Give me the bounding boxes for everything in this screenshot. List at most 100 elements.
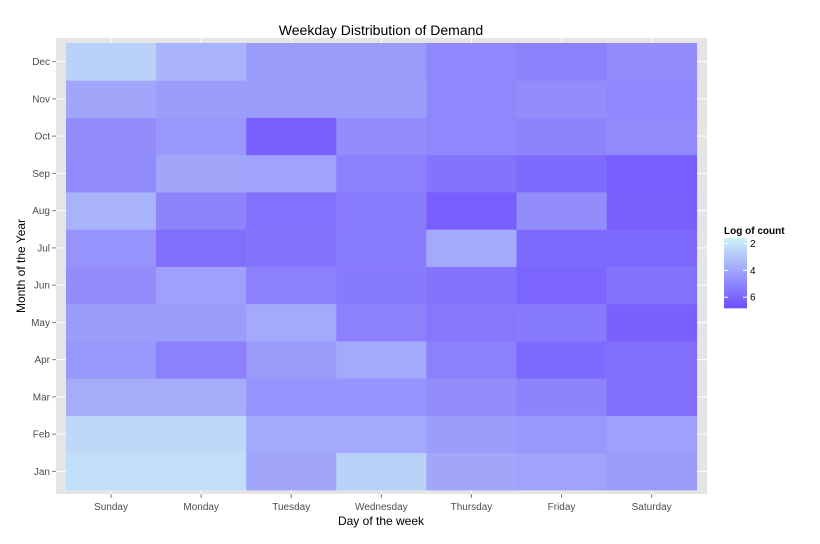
y-tick-label: Nov bbox=[32, 94, 50, 105]
heatmap-cell bbox=[156, 192, 247, 230]
heatmap-cell bbox=[606, 378, 698, 416]
legend-gradient-step bbox=[724, 243, 747, 246]
heatmap-cell bbox=[516, 378, 607, 416]
heatmap-cell bbox=[156, 117, 247, 156]
legend-gradient-step bbox=[724, 276, 747, 279]
heatmap-cell bbox=[246, 117, 337, 156]
heatmap-cell bbox=[336, 154, 427, 193]
heatmap-cell bbox=[66, 415, 157, 454]
legend-gradient-step bbox=[724, 253, 747, 256]
heatmap-cell bbox=[516, 452, 607, 491]
heatmap-cell bbox=[246, 80, 337, 118]
legend-gradient-step bbox=[724, 278, 747, 281]
heatmap-cell bbox=[426, 415, 517, 454]
legend-gradient-step bbox=[724, 260, 747, 263]
y-tick-label: Sep bbox=[32, 169, 50, 180]
legend-gradient-step bbox=[724, 257, 747, 260]
legend-gradient-step bbox=[724, 248, 747, 251]
heatmap-cell bbox=[156, 378, 247, 416]
legend-gradient-step bbox=[724, 274, 747, 277]
legend-tick-label: 4 bbox=[750, 266, 756, 277]
legend-gradient-step bbox=[724, 304, 747, 307]
legend-gradient-step bbox=[724, 280, 747, 283]
heatmap-cell bbox=[66, 452, 157, 491]
legend-gradient-step bbox=[724, 297, 747, 300]
heatmap-cell bbox=[516, 266, 607, 305]
legend-gradient-step bbox=[724, 306, 747, 309]
heatmap-cell bbox=[606, 266, 698, 305]
heatmap-cell bbox=[426, 266, 517, 305]
y-tick-label: May bbox=[31, 318, 50, 329]
x-axis-title: Day of the week bbox=[338, 514, 425, 528]
heatmap-cell bbox=[336, 117, 427, 156]
heatmap-cell bbox=[516, 229, 607, 267]
heatmap-cell bbox=[606, 415, 698, 454]
heatmap-cell bbox=[336, 303, 427, 342]
x-tick-label: Wednesday bbox=[355, 502, 408, 513]
heatmap-cell bbox=[246, 154, 337, 193]
heatmap-cell bbox=[66, 341, 157, 379]
legend-tick-label: 6 bbox=[750, 293, 756, 304]
heatmap-cell bbox=[66, 229, 157, 267]
heatmap-cell bbox=[66, 154, 157, 193]
heatmap-cell bbox=[516, 154, 607, 193]
y-tick-label: Feb bbox=[33, 430, 51, 441]
heatmap-cell bbox=[426, 154, 517, 193]
legend-gradient-step bbox=[724, 241, 747, 244]
heatmap-cell bbox=[66, 378, 157, 416]
legend-title: Log of count bbox=[724, 226, 785, 237]
heatmap-cell bbox=[246, 378, 337, 416]
x-tick-label: Monday bbox=[183, 502, 219, 513]
heatmap-cell bbox=[66, 117, 157, 156]
heatmap-cell bbox=[516, 80, 607, 118]
legend-gradient-step bbox=[724, 295, 747, 298]
y-tick-label: Jul bbox=[37, 243, 50, 254]
heatmap-cell bbox=[606, 80, 698, 118]
y-tick-label: Oct bbox=[34, 132, 50, 143]
y-axis: Jan Feb Mar Apr May Jun Jul Aug Sep Oct Nov Dec bbox=[31, 57, 56, 478]
legend-gradient-step bbox=[724, 245, 747, 248]
heatmap-cell bbox=[336, 341, 427, 379]
heatmap-cell bbox=[426, 303, 517, 342]
heatmap-cell bbox=[246, 229, 337, 267]
legend-gradient-step bbox=[724, 255, 747, 258]
heatmap-cell bbox=[156, 303, 247, 342]
x-tick-label: Friday bbox=[548, 502, 576, 513]
heatmap-cell bbox=[246, 303, 337, 342]
y-tick-label: Mar bbox=[33, 392, 51, 403]
heatmap-cell bbox=[246, 266, 337, 305]
x-tick-label: Thursday bbox=[451, 502, 493, 513]
heatmap-cell bbox=[516, 415, 607, 454]
legend-gradient-step bbox=[724, 262, 747, 265]
x-axis: Sunday Monday Tuesday Wednesday Thursday Frid… bbox=[94, 494, 672, 513]
y-tick-label: Jun bbox=[34, 281, 50, 292]
heatmap-cell bbox=[336, 229, 427, 267]
legend-gradient-step bbox=[724, 271, 747, 274]
heatmap-cell bbox=[156, 80, 247, 118]
heatmap-cell bbox=[156, 415, 247, 454]
heatmap-cell bbox=[156, 43, 247, 81]
legend-gradient-step bbox=[724, 239, 747, 242]
heatmap-cell bbox=[246, 452, 337, 491]
legend-gradient-step bbox=[724, 287, 747, 290]
heatmap-cell bbox=[156, 452, 247, 491]
heatmap-cell bbox=[336, 378, 427, 416]
legend-gradient-step bbox=[724, 264, 747, 267]
legend-gradient-step bbox=[724, 252, 747, 255]
y-tick-label: Jan bbox=[34, 467, 50, 478]
legend-gradient-step bbox=[724, 267, 747, 270]
heatmap-cell bbox=[606, 192, 698, 230]
heatmap-cell bbox=[516, 192, 607, 230]
legend-gradient-step bbox=[724, 288, 747, 291]
legend-gradient-step bbox=[724, 283, 747, 286]
legend-gradient-step bbox=[724, 281, 747, 284]
heatmap-cell bbox=[606, 341, 698, 379]
heatmap-cell bbox=[246, 192, 337, 230]
legend-gradient-step bbox=[724, 266, 747, 269]
heatmap-cell bbox=[156, 229, 247, 267]
x-tick-label: Tuesday bbox=[272, 502, 310, 513]
legend-gradient-step bbox=[724, 294, 747, 297]
heatmap-cell bbox=[246, 43, 337, 81]
